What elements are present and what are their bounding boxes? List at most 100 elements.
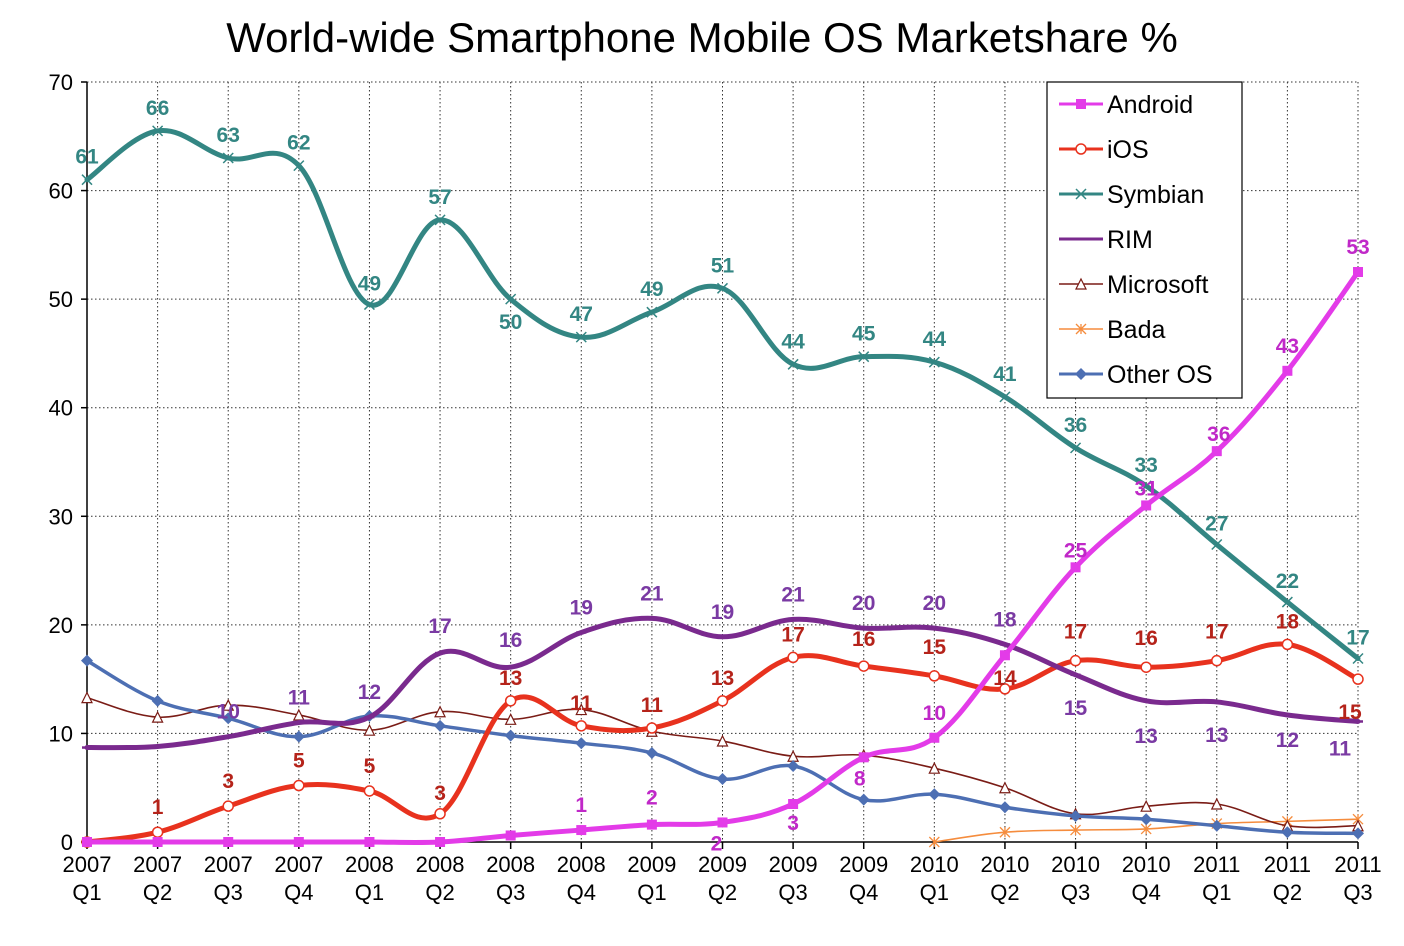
data-point-other-os bbox=[998, 801, 1011, 814]
data-point-microsoft bbox=[1140, 799, 1153, 812]
data-point-ios bbox=[293, 779, 305, 792]
legend-label: iOS bbox=[1107, 136, 1149, 164]
data-point-ios bbox=[1140, 661, 1152, 673]
series-rim bbox=[82, 615, 1363, 751]
data-label-symbian: 27 bbox=[1205, 513, 1228, 536]
marker-stroke bbox=[1281, 596, 1293, 608]
marker-stroke bbox=[81, 174, 93, 186]
data-point-android bbox=[717, 817, 728, 828]
data-label-rim: 12 bbox=[358, 681, 381, 704]
data-point-android bbox=[435, 837, 446, 847]
data-point-other-os bbox=[504, 729, 517, 742]
data-point-android bbox=[293, 837, 304, 847]
data-point-symbian bbox=[999, 391, 1011, 403]
y-tick-label: 50 bbox=[49, 287, 73, 312]
data-label-android: 25 bbox=[1064, 539, 1088, 562]
data-label-rim: 12 bbox=[1276, 729, 1299, 752]
data-label-rim: 11 bbox=[1329, 737, 1352, 760]
data-label-rim: 16 bbox=[499, 629, 522, 652]
data-point-symbian bbox=[787, 358, 799, 370]
data-point-android bbox=[1282, 365, 1293, 376]
data-label-symbian: 49 bbox=[640, 278, 663, 301]
data-point-android bbox=[82, 837, 92, 847]
data-label-android: 36 bbox=[1207, 423, 1230, 446]
x-tick-label-quarter: Q3 bbox=[214, 880, 243, 905]
x-tick-label-year: 2009 bbox=[627, 852, 676, 877]
x-tick-label-year: 2010 bbox=[1051, 852, 1100, 877]
data-point-ios bbox=[857, 660, 870, 672]
x-tick-label-quarter: Q2 bbox=[990, 880, 1019, 905]
x-tick-label-year: 2007 bbox=[274, 852, 323, 877]
data-point-other-os bbox=[434, 719, 447, 732]
data-label-android: 2 bbox=[646, 787, 658, 810]
data-label-symbian: 17 bbox=[1346, 627, 1369, 650]
data-point-other-os bbox=[1352, 827, 1364, 840]
x-tick-label-quarter: Q3 bbox=[778, 880, 807, 905]
legend-label: RIM bbox=[1107, 226, 1153, 254]
x-tick-label-year: 2010 bbox=[910, 852, 959, 877]
y-tick-label: 40 bbox=[49, 396, 73, 421]
x-tick-label-quarter: Q4 bbox=[1131, 880, 1160, 905]
data-point-symbian bbox=[858, 351, 870, 363]
x-tick-label-quarter: Q2 bbox=[1273, 880, 1302, 905]
data-point-android bbox=[788, 799, 799, 809]
data-label-ios: 5 bbox=[364, 755, 376, 778]
data-point-other-os bbox=[1210, 819, 1223, 832]
marker-stroke bbox=[1140, 480, 1152, 492]
legend-item-bada: Bada bbox=[1059, 316, 1165, 344]
legend: Android iOS Symbian RIM Microsoft Bada Other O… bbox=[1046, 81, 1243, 399]
data-point-android bbox=[646, 819, 657, 830]
axes: 0 10 20 30 40 50 60 70 2007 Q1 2007 Q2 2007 Q3 2007 Q4 2… bbox=[49, 70, 1382, 905]
data-point-other-os bbox=[222, 712, 235, 725]
data-point-microsoft bbox=[151, 710, 164, 723]
data-point-other-os bbox=[1069, 809, 1082, 822]
data-label-symbian: 44 bbox=[923, 328, 947, 351]
data-point-other-os bbox=[292, 730, 305, 743]
data-label-ios: 13 bbox=[711, 667, 734, 690]
legend-label: Symbian bbox=[1107, 181, 1204, 209]
data-point-microsoft bbox=[363, 723, 376, 736]
data-point-ios bbox=[1281, 638, 1294, 651]
data-point-microsoft bbox=[81, 691, 93, 704]
data-point-symbian bbox=[505, 293, 517, 305]
data-point-other-os bbox=[928, 788, 941, 801]
legend-marker bbox=[1075, 143, 1087, 155]
data-label-symbian: 61 bbox=[75, 146, 99, 169]
data-point-microsoft bbox=[1210, 797, 1223, 810]
data-label-ios: 3 bbox=[222, 770, 234, 793]
legend-label: Other OS bbox=[1107, 361, 1213, 389]
legend-item-ios: iOS bbox=[1059, 136, 1149, 164]
data-label-rim: 11 bbox=[288, 687, 311, 710]
data-point-android bbox=[858, 752, 869, 763]
data-label-symbian: 63 bbox=[217, 124, 240, 147]
legend-label: Android bbox=[1107, 91, 1193, 119]
data-point-symbian bbox=[1070, 442, 1082, 454]
data-point-android bbox=[1141, 500, 1152, 511]
data-point-android bbox=[364, 837, 375, 847]
data-point-symbian bbox=[928, 356, 940, 368]
data-label-symbian: 50 bbox=[499, 311, 522, 334]
data-point-bada bbox=[1140, 823, 1152, 835]
data-point-android bbox=[152, 837, 163, 847]
data-label-symbian: 41 bbox=[993, 363, 1017, 386]
x-tick-label-quarter: Q1 bbox=[637, 880, 666, 905]
data-label-android: 8 bbox=[854, 767, 866, 790]
data-point-symbian bbox=[1281, 596, 1293, 608]
chart-title: World-wide Smartphone Mobile OS Marketsh… bbox=[226, 14, 1178, 61]
data-label-android: 31 bbox=[1134, 477, 1158, 500]
data-point-android bbox=[999, 650, 1010, 661]
x-tick-label-quarter: Q2 bbox=[425, 880, 454, 905]
marker-stroke bbox=[1211, 538, 1223, 551]
legend-marker bbox=[1075, 188, 1087, 200]
data-label-rim: 19 bbox=[711, 601, 734, 624]
data-point-symbian bbox=[222, 152, 234, 164]
x-tick-label-year: 2009 bbox=[698, 852, 747, 877]
data-point-other-os bbox=[575, 737, 588, 750]
data-point-bada bbox=[999, 826, 1011, 838]
x-tick-label-quarter: Q4 bbox=[284, 880, 313, 905]
data-point-ios bbox=[716, 695, 729, 707]
data-label-rim: 17 bbox=[428, 615, 451, 638]
y-tick-label: 60 bbox=[49, 179, 73, 204]
data-point-android bbox=[1070, 562, 1081, 573]
